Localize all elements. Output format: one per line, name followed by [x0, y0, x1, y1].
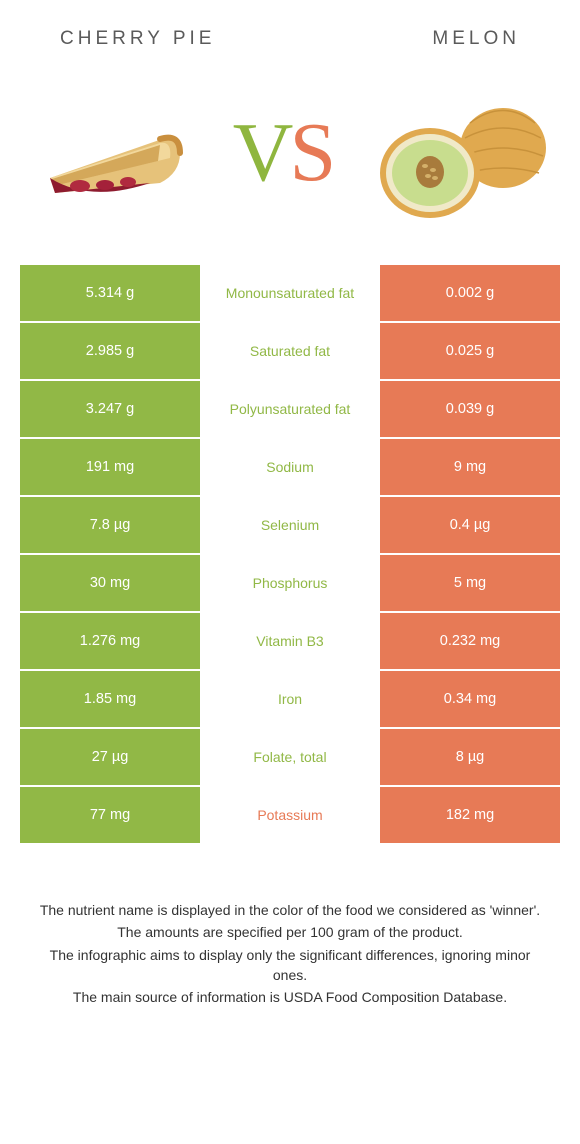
vs-v: V [233, 106, 290, 199]
value-left: 3.247 g [20, 381, 200, 437]
table-row: 191 mgSodium9 mg [20, 439, 560, 495]
value-left: 27 µg [20, 729, 200, 785]
hero: VS [0, 60, 580, 265]
value-left: 30 mg [20, 555, 200, 611]
header: CHERRY PIE MELON [0, 0, 580, 60]
value-right: 182 mg [380, 787, 560, 843]
footnote-3: The infographic aims to display only the… [35, 945, 545, 986]
nutrient-label: Saturated fat [200, 323, 380, 379]
melon-image [375, 78, 550, 228]
value-left: 1.276 mg [20, 613, 200, 669]
value-right: 0.039 g [380, 381, 560, 437]
nutrient-label: Iron [200, 671, 380, 727]
title-left: CHERRY PIE [60, 28, 215, 50]
value-right: 5 mg [380, 555, 560, 611]
value-left: 5.314 g [20, 265, 200, 321]
value-left: 1.85 mg [20, 671, 200, 727]
value-left: 191 mg [20, 439, 200, 495]
footnote-2: The amounts are specified per 100 gram o… [35, 922, 545, 942]
vs-label: VS [233, 104, 332, 201]
value-right: 0.002 g [380, 265, 560, 321]
nutrient-label: Potassium [200, 787, 380, 843]
value-right: 0.232 mg [380, 613, 560, 669]
nutrient-label: Monounsaturated fat [200, 265, 380, 321]
nutrient-label: Polyunsaturated fat [200, 381, 380, 437]
table-row: 77 mgPotassium182 mg [20, 787, 560, 843]
footnote-4: The main source of information is USDA F… [35, 987, 545, 1007]
value-right: 0.4 µg [380, 497, 560, 553]
table-row: 7.8 µgSelenium0.4 µg [20, 497, 560, 553]
table-row: 2.985 gSaturated fat0.025 g [20, 323, 560, 379]
footnotes: The nutrient name is displayed in the co… [0, 845, 580, 1007]
value-right: 0.025 g [380, 323, 560, 379]
nutrient-label: Vitamin B3 [200, 613, 380, 669]
table-row: 27 µgFolate, total8 µg [20, 729, 560, 785]
value-right: 9 mg [380, 439, 560, 495]
cherry-pie-image [30, 83, 190, 223]
value-left: 7.8 µg [20, 497, 200, 553]
table-row: 3.247 gPolyunsaturated fat0.039 g [20, 381, 560, 437]
table-row: 30 mgPhosphorus5 mg [20, 555, 560, 611]
nutrient-label: Phosphorus [200, 555, 380, 611]
nutrient-table: 5.314 gMonounsaturated fat0.002 g2.985 g… [0, 265, 580, 843]
table-row: 5.314 gMonounsaturated fat0.002 g [20, 265, 560, 321]
table-row: 1.85 mgIron0.34 mg [20, 671, 560, 727]
nutrient-label: Selenium [200, 497, 380, 553]
nutrient-label: Folate, total [200, 729, 380, 785]
value-left: 2.985 g [20, 323, 200, 379]
value-right: 8 µg [380, 729, 560, 785]
nutrient-label: Sodium [200, 439, 380, 495]
footnote-1: The nutrient name is displayed in the co… [35, 900, 545, 920]
vs-s: S [289, 106, 332, 199]
title-right: MELON [432, 28, 520, 50]
table-row: 1.276 mgVitamin B30.232 mg [20, 613, 560, 669]
value-left: 77 mg [20, 787, 200, 843]
value-right: 0.34 mg [380, 671, 560, 727]
